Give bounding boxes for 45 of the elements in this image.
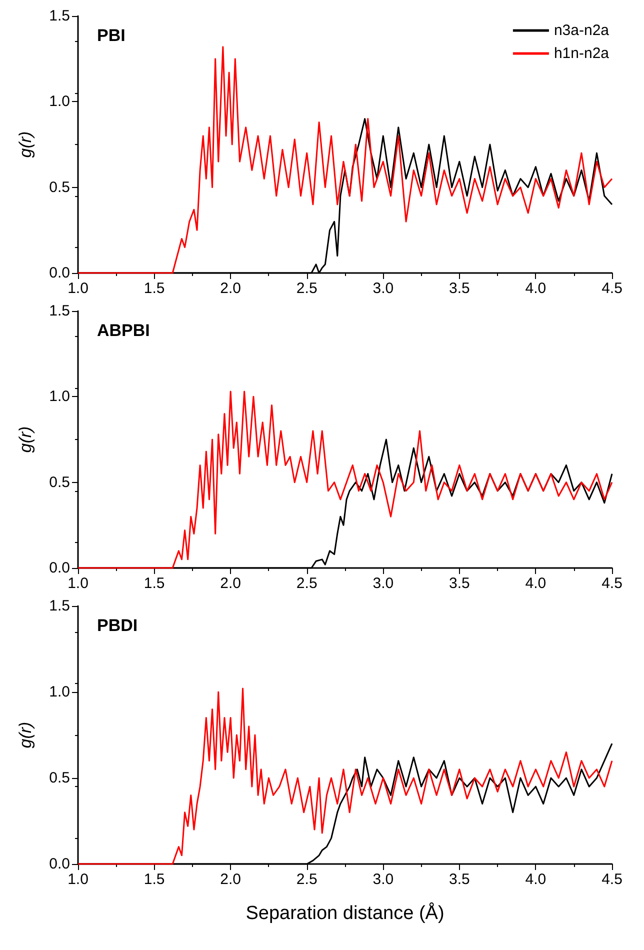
y-axis-title: g(r) [16, 426, 35, 453]
x-tick-label: 2.0 [220, 871, 241, 888]
x-tick-label: 4.5 [602, 575, 622, 592]
x-tick-label: 1.5 [144, 871, 165, 888]
y-tick-label: 1.5 [49, 302, 70, 320]
x-tick-label: 1.5 [144, 575, 165, 592]
y-tick-label: 1.0 [49, 388, 70, 406]
y-axis-title: g(r) [16, 131, 35, 158]
text: PBI [97, 26, 126, 45]
x-tick-label: 2.5 [296, 871, 318, 888]
y-tick-label: 0.5 [49, 178, 70, 196]
x-tick-label: 4.5 [602, 871, 622, 888]
text: PBDI [97, 616, 138, 635]
legend-label: n3a-n2a [554, 22, 610, 39]
x-axis-title: Separation distance (Å) [246, 902, 444, 924]
x-tick-label: 4.5 [602, 280, 622, 297]
x-tick-label: 4.0 [525, 280, 546, 297]
y-tick-label: 1.0 [49, 93, 70, 110]
x-tick-label: 3.0 [372, 280, 394, 297]
x-tick-label: 1.0 [68, 280, 88, 297]
text: ABPBI [97, 321, 150, 340]
x-tick-label: 2.5 [296, 280, 318, 297]
x-tick-label: 1.5 [144, 280, 165, 297]
x-tick-label: 1.0 [68, 575, 88, 592]
y-tick-label: 1.5 [49, 598, 70, 614]
x-tick-label: 1.0 [68, 871, 88, 888]
x-tick-label: 2.0 [220, 575, 241, 592]
x-tick-label: 3.5 [449, 871, 470, 888]
y-tick-label: 0.0 [49, 856, 70, 872]
x-tick-label: 3.0 [372, 575, 394, 592]
y-tick-label: 1.5 [49, 8, 70, 24]
y-tick-label: 0.0 [49, 264, 70, 282]
x-tick-label: 2.0 [220, 280, 241, 297]
x-tick-label: 3.5 [449, 575, 470, 592]
y-tick-label: 0.5 [49, 474, 70, 491]
x-tick-label: 4.0 [525, 871, 546, 888]
x-tick-label: 3.0 [372, 871, 394, 888]
legend-label: h1n-n2a [554, 45, 610, 62]
x-tick-label: 2.5 [296, 575, 318, 592]
y-tick-label: 0.5 [49, 770, 70, 786]
y-tick-label: 0.0 [49, 560, 70, 576]
x-tick-label: 3.5 [449, 280, 470, 297]
y-axis-title: g(r) [16, 722, 35, 748]
x-tick-label: 4.0 [525, 575, 546, 592]
y-tick-label: 1.0 [49, 684, 70, 700]
